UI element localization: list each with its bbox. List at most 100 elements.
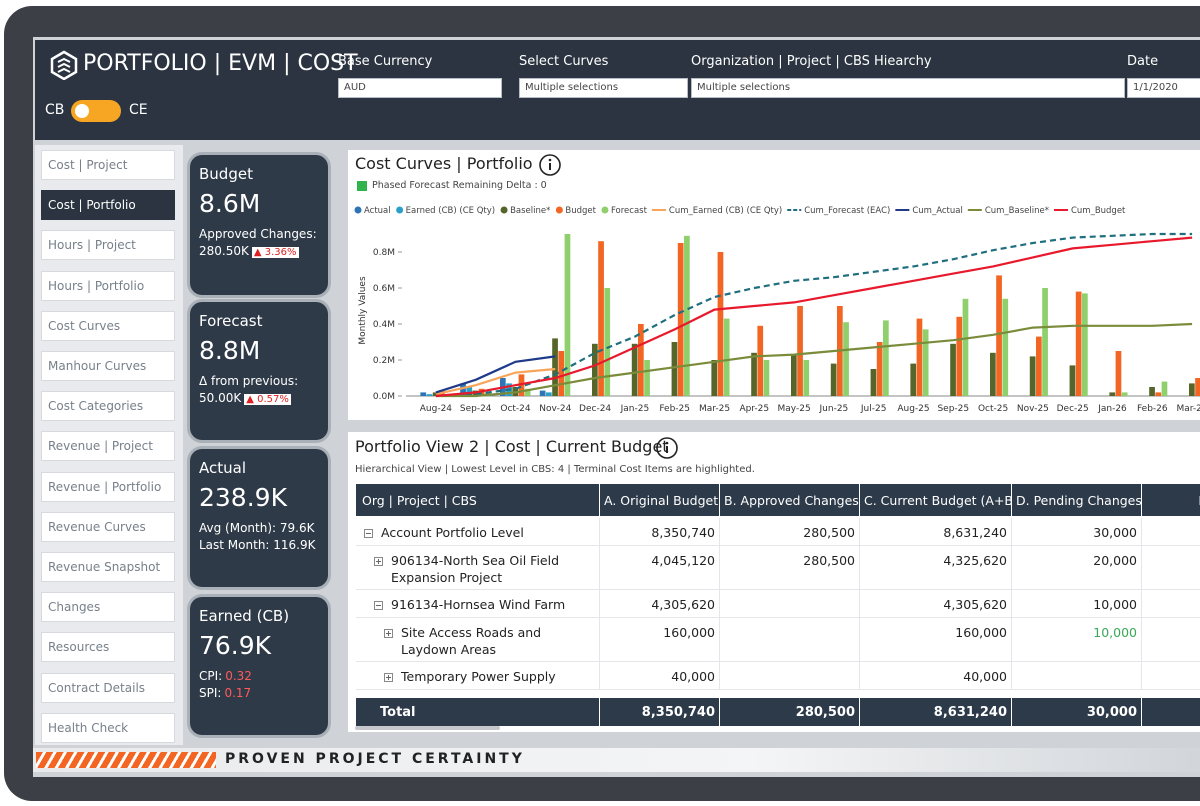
kpi-title: Forecast <box>199 312 263 330</box>
kpi-text: 280.50K <box>199 244 249 258</box>
kpi-card: Actual 238.9K Avg (Month): 79.6K Last Month… <box>190 449 328 587</box>
nav-item[interactable]: Hours | Project <box>41 230 175 261</box>
nav-item[interactable]: Cost | Portfolio <box>41 190 175 221</box>
nav-item[interactable]: Revenue | Project <box>41 431 175 462</box>
cell <box>1142 618 1200 662</box>
cell: 160,000 <box>860 618 1012 662</box>
cell: 4,325,620 <box>860 546 1012 590</box>
info-icon[interactable] <box>655 436 679 460</box>
bar <box>631 343 638 396</box>
nav-item[interactable]: Cost Curves <box>41 310 175 341</box>
cell: 40,000 <box>600 662 720 690</box>
filter-dropdown[interactable]: AUD <box>338 78 502 98</box>
x-tick-label: May-25 <box>778 404 811 414</box>
bar <box>1042 288 1048 396</box>
nav-item[interactable]: Cost Categories <box>41 391 175 422</box>
nav-item[interactable]: Revenue | Portfolio <box>41 471 175 502</box>
kpi-card: Forecast 8.8M Δ from previous: 50.00K ▲ 0.57… <box>190 302 328 440</box>
row-label-text: 916134-Hornsea Wind Farm <box>391 597 566 612</box>
app-title: PORTFOLIO | EVM | COST <box>83 51 358 76</box>
kpi-badge: ▲ 3.36% <box>251 247 299 258</box>
x-tick-label: Aug-24 <box>420 404 453 414</box>
kpi-line: Avg (Month): 79.6K <box>199 520 319 537</box>
nav-item[interactable]: Resources <box>41 632 175 663</box>
cell: 280,500 <box>720 518 860 546</box>
expand-icon[interactable] <box>364 529 373 538</box>
cell: 160,000 <box>600 618 720 662</box>
y-axis-label: Monthly Values <box>358 276 368 345</box>
bar <box>1115 351 1122 396</box>
total-label: Total <box>356 698 600 726</box>
nav-item[interactable]: Revenue Curves <box>41 511 175 542</box>
x-tick-label: Dec-24 <box>579 404 611 414</box>
checkbox-label: Phased Forecast Remaining Delta : 0 <box>372 180 547 191</box>
bar <box>711 360 718 396</box>
row-label: Temporary Power Supply <box>356 662 600 690</box>
legend-label: Forecast <box>611 206 648 216</box>
row-label-text: 906134-North Sea Oil Field Expansion Pro… <box>391 553 560 585</box>
legend-label: Cum_Forecast (EAC) <box>804 206 890 216</box>
bar <box>1121 392 1128 396</box>
line <box>435 322 1193 398</box>
nav-item[interactable]: Revenue Snapshot <box>41 552 175 582</box>
filter-dropdown[interactable]: Multiple selections <box>519 78 688 98</box>
legend-marker <box>396 206 404 214</box>
kpi-value: 238.9K <box>199 483 287 512</box>
nav-item[interactable]: Health Check <box>41 712 175 743</box>
toggle-switch[interactable] <box>71 100 121 122</box>
kpi-flag-value: 0.32 <box>225 669 252 683</box>
cell <box>1142 546 1200 590</box>
bar <box>803 360 810 396</box>
expand-icon[interactable] <box>384 629 393 638</box>
kpi-badge: ▲ 0.57% <box>244 394 291 405</box>
nav-item[interactable]: Cost | Project <box>41 150 175 180</box>
total-cell: 30,000 <box>1012 698 1142 726</box>
bar <box>564 234 571 396</box>
bar <box>1069 365 1076 396</box>
bar <box>1002 298 1009 396</box>
x-tick-label: Aug-25 <box>897 404 929 414</box>
row-label: 906134-North Sea Oil Field Expansion Pro… <box>356 546 600 590</box>
footer-text: PROVEN PROJECT CERTAINTY <box>225 751 525 767</box>
legend-marker <box>500 206 508 214</box>
expand-icon[interactable] <box>374 557 383 566</box>
bar <box>870 369 877 396</box>
x-tick-label: Jan-26 <box>1097 404 1127 414</box>
x-tick-label: Oct-25 <box>978 404 1008 414</box>
bar <box>996 275 1002 396</box>
bar <box>1161 381 1168 396</box>
bar <box>432 392 439 396</box>
cell: 10,000 <box>1012 590 1142 618</box>
line <box>435 236 1193 398</box>
filter-dropdown[interactable]: 1/1/2020 <box>1127 78 1200 98</box>
line <box>435 232 1193 398</box>
bar <box>684 235 690 396</box>
bar <box>723 318 730 396</box>
expand-icon[interactable] <box>384 673 393 682</box>
scrollbar[interactable] <box>355 726 500 730</box>
filter-dropdown[interactable]: Multiple selections <box>691 78 1125 98</box>
column-header: E. Project <box>1142 484 1200 516</box>
bar <box>677 243 684 396</box>
nav-item[interactable]: Manhour Curves <box>41 351 175 381</box>
table-panel <box>348 432 1200 732</box>
checkbox[interactable] <box>357 181 367 191</box>
kpi-text: Δ from previous: <box>199 374 299 388</box>
bar <box>757 325 764 396</box>
nav-item[interactable]: Hours | Portfolio <box>41 270 175 301</box>
cell <box>1142 662 1200 690</box>
expand-icon[interactable] <box>374 601 383 610</box>
chart: Monthly Values 0.0M 0.2M 0.4M 0.6M 0.8M Aug-24… <box>354 206 1200 414</box>
info-icon[interactable] <box>538 153 562 177</box>
filter-label: Date <box>1127 54 1159 69</box>
cell: 8,631,240 <box>860 518 1012 546</box>
cell: 10,000 <box>1012 618 1142 662</box>
bar <box>1075 291 1082 396</box>
line <box>435 355 556 394</box>
bar <box>524 388 531 396</box>
nav-item[interactable]: Contract Details <box>41 672 175 703</box>
nav-item[interactable]: Changes <box>41 592 175 623</box>
line <box>435 367 556 396</box>
bar <box>922 329 929 396</box>
bar <box>598 241 604 396</box>
